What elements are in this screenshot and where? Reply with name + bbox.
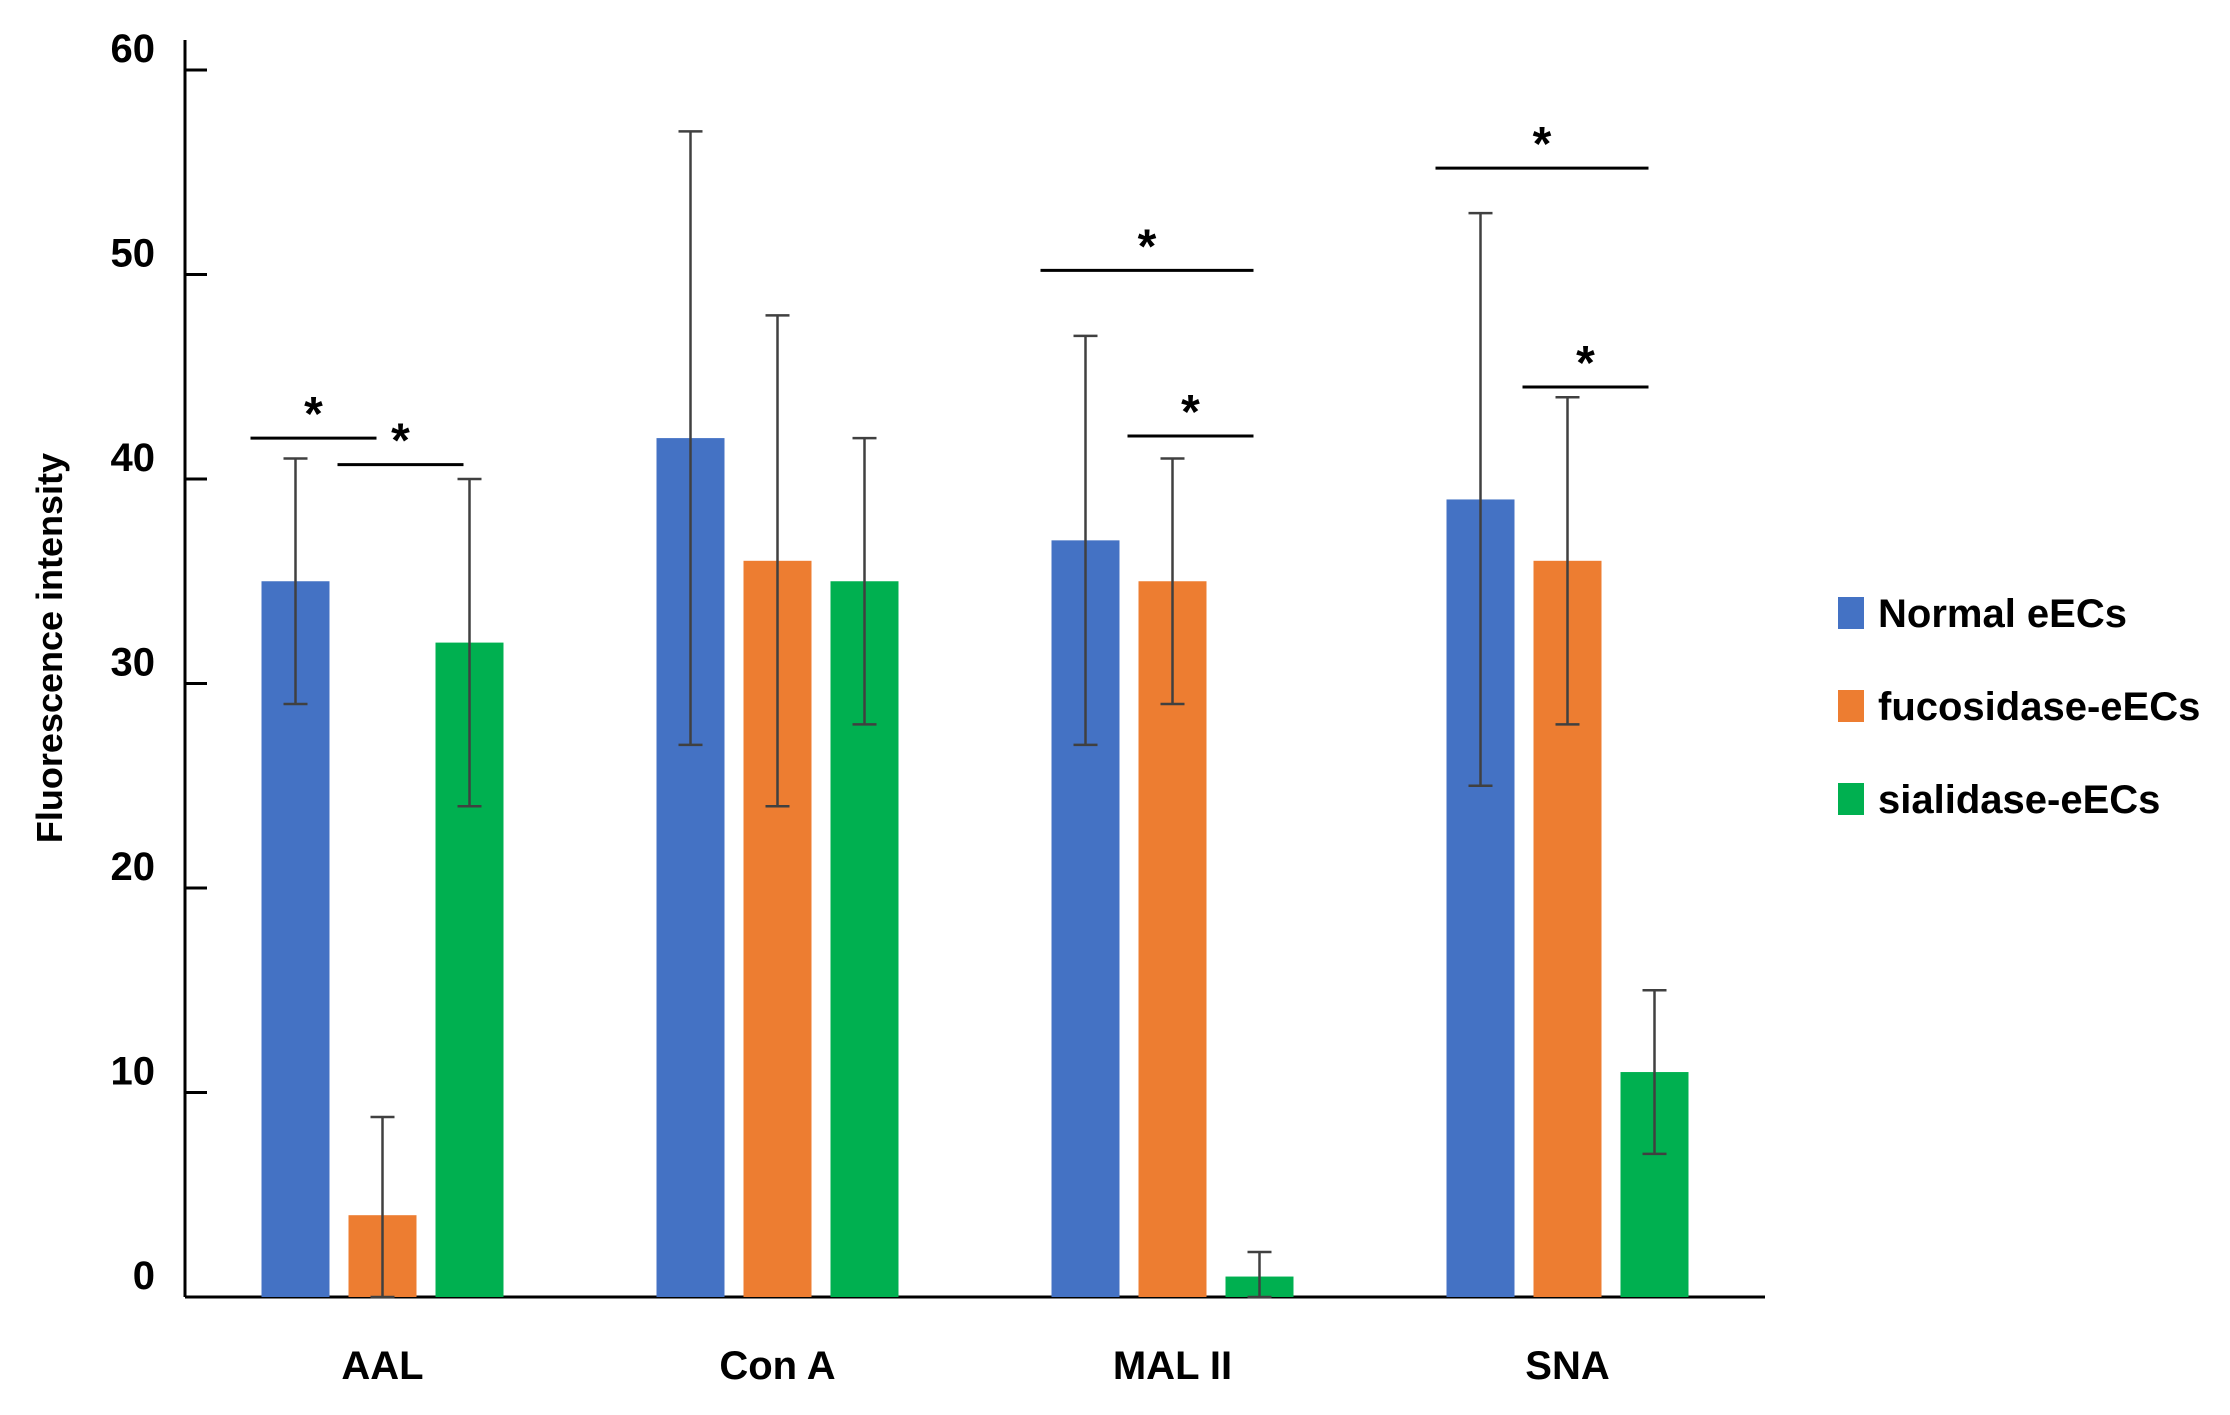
legend-label-fucosidase-eecs: fucosidase-eECs [1878, 685, 2200, 729]
legend-label-sialidase-eecs: sialidase-eECs [1878, 778, 2160, 822]
legend-swatch-sialidase-eecs [1838, 783, 1864, 815]
y-tick-label-60: 60 [111, 27, 156, 71]
significance-star-3: * [1138, 220, 1157, 273]
legend: Normal eECs fucosidase-eECs sialidase-eECs [1838, 592, 2200, 822]
error-bars-layer [283, 130, 1667, 1299]
x-tick-label-mal-ii: MAL II [1113, 1344, 1232, 1388]
x-tick-label-sna: SNA [1525, 1344, 1609, 1388]
significance-star-2: * [391, 415, 410, 468]
y-tick-label-30: 30 [111, 641, 156, 685]
y-tick-label-50: 50 [111, 232, 156, 276]
y-tick-label-20: 20 [111, 845, 156, 889]
significance-star-4: * [1181, 386, 1200, 439]
y-tick-label-40: 40 [111, 436, 156, 480]
x-tick-label-aal: AAL [341, 1344, 423, 1388]
bars-layer [261, 438, 1689, 1298]
y-axis-label: Fluorescence intensity [29, 453, 70, 843]
significance-star-1: * [304, 388, 323, 441]
significance-layer: * * * * * * [250, 118, 1649, 468]
significance-star-5: * [1533, 118, 1552, 171]
legend-swatch-fucosidase-eecs [1838, 690, 1864, 722]
legend-label-normal-eecs: Normal eECs [1878, 592, 2127, 636]
significance-star-6: * [1576, 337, 1595, 390]
x-tick-label-con-a: Con A [719, 1344, 835, 1388]
axes-layer: 0 10 20 30 40 50 60 AAL Con A MAL II SNA [111, 27, 1765, 1388]
y-tick-label-10: 10 [111, 1050, 156, 1094]
legend-swatch-normal-eecs [1838, 597, 1864, 629]
y-tick-label-0: 0 [133, 1254, 155, 1298]
